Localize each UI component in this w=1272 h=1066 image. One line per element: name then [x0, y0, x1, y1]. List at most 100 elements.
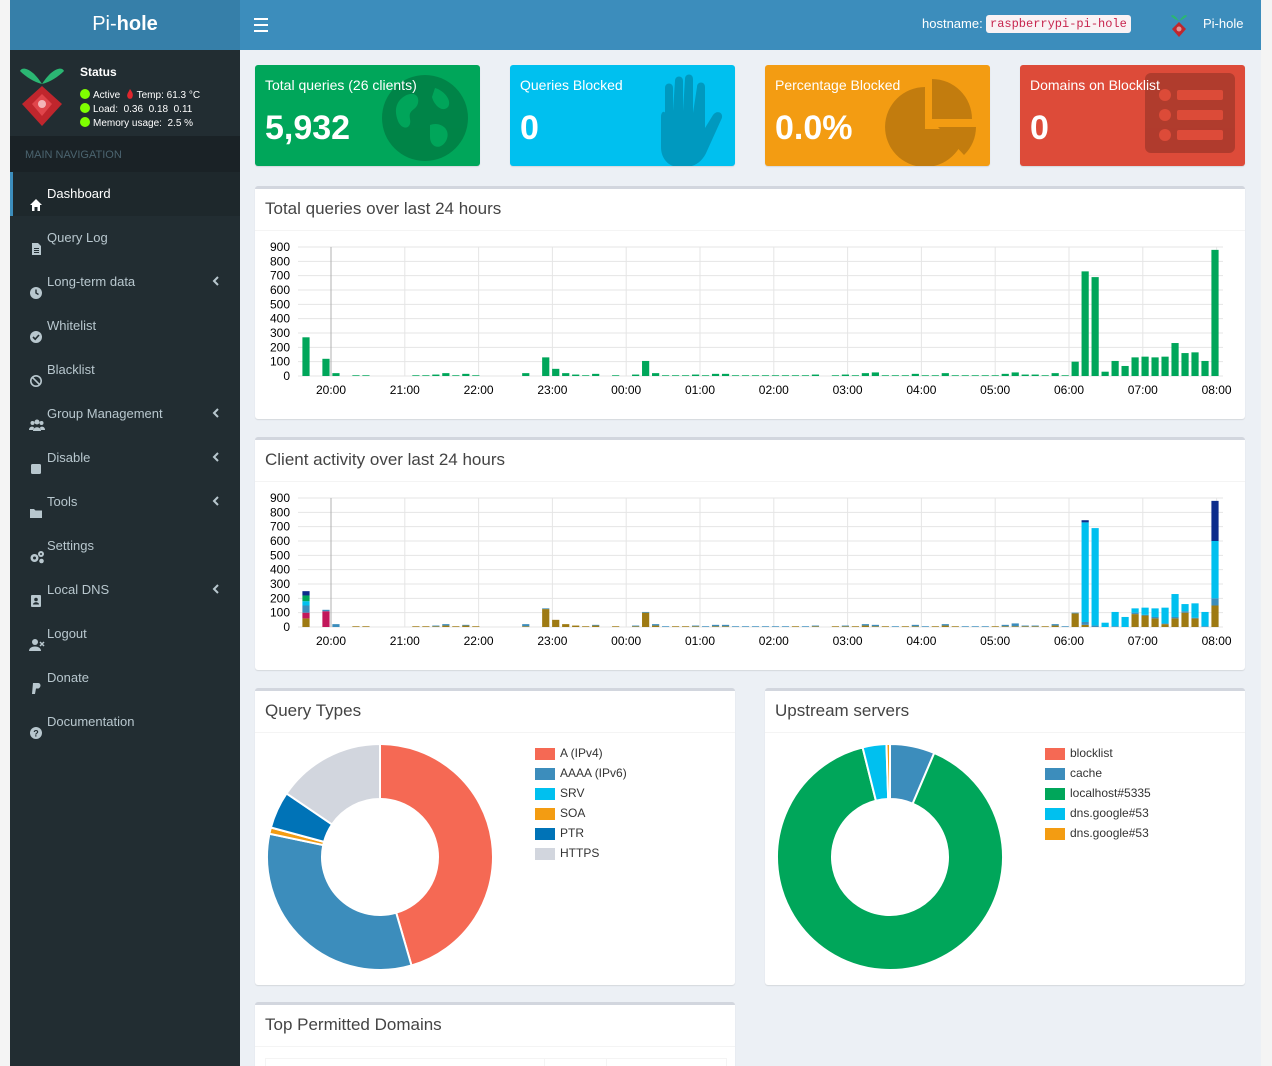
clients-bar[interactable] — [1011, 623, 1019, 627]
clients-bar[interactable] — [811, 625, 820, 627]
queries-bar[interactable] — [1031, 374, 1039, 376]
clients-bar[interactable] — [612, 626, 620, 627]
clients-bar[interactable] — [921, 626, 929, 627]
sidebar-item-local-dns[interactable]: Local DNS — [10, 568, 240, 612]
clients-bar[interactable] — [831, 626, 840, 627]
clients-bar[interactable] — [302, 601, 310, 606]
queries-bar[interactable] — [921, 375, 929, 376]
queries-bar[interactable] — [522, 373, 530, 376]
clients-bar[interactable] — [1041, 626, 1049, 627]
clients-bar[interactable] — [1211, 541, 1219, 599]
clients-bar[interactable] — [911, 626, 919, 627]
clients-bar[interactable] — [1051, 625, 1059, 627]
clients-bar[interactable] — [1071, 612, 1079, 614]
clients-bar[interactable] — [941, 624, 949, 626]
queries-bar[interactable] — [1051, 373, 1059, 376]
clients-bar[interactable] — [322, 611, 330, 627]
queries-bar[interactable] — [951, 375, 959, 376]
clients-bar[interactable] — [542, 609, 550, 627]
clients-bar[interactable] — [1081, 520, 1089, 523]
clients-bar[interactable] — [1111, 611, 1119, 627]
queries-bar[interactable] — [911, 373, 919, 376]
user-menu[interactable]: Pi-hole — [1203, 16, 1244, 31]
clients-bar[interactable] — [1201, 626, 1209, 627]
clients-bar[interactable] — [432, 626, 440, 627]
clients-bar[interactable] — [1131, 612, 1139, 615]
clients-bar[interactable] — [1031, 625, 1039, 627]
queries-bar[interactable] — [422, 375, 430, 376]
clients-bar[interactable] — [711, 626, 720, 627]
queries-bar[interactable] — [652, 373, 660, 376]
total-queries-card[interactable]: Total queries (26 clients) 5,932 — [255, 65, 480, 166]
queries-bar[interactable] — [462, 373, 470, 376]
query-types-slice[interactable] — [285, 742, 381, 826]
clients-bar[interactable] — [302, 595, 310, 602]
queries-bar[interactable] — [861, 373, 869, 376]
clients-bar[interactable] — [422, 626, 430, 627]
queries-bar[interactable] — [671, 375, 680, 376]
clients-bar[interactable] — [1171, 594, 1179, 617]
clients-bar[interactable] — [1081, 522, 1089, 622]
clients-bar[interactable] — [841, 625, 850, 627]
clients-bar[interactable] — [861, 625, 869, 627]
queries-bar[interactable] — [562, 373, 570, 376]
clients-bar[interactable] — [1021, 625, 1029, 627]
clients-bar[interactable] — [861, 624, 869, 626]
queries-bar[interactable] — [901, 375, 909, 376]
clients-bar[interactable] — [1141, 607, 1149, 615]
clients-bar[interactable] — [652, 625, 660, 627]
queries-bar[interactable] — [691, 374, 700, 376]
clients-bar[interactable] — [991, 626, 999, 627]
sidebar-item-donate[interactable]: Donate — [10, 656, 240, 700]
clients-bar[interactable] — [791, 626, 800, 627]
queries-bar[interactable] — [971, 375, 979, 376]
queries-bar[interactable] — [751, 375, 760, 376]
queries-bar[interactable] — [1061, 375, 1069, 376]
queries-bar[interactable] — [771, 375, 780, 376]
clients-bar[interactable] — [931, 626, 939, 627]
queries-bar[interactable] — [322, 358, 330, 376]
clients-bar[interactable] — [771, 626, 780, 627]
clients-bar[interactable] — [911, 624, 919, 627]
clients-bar[interactable] — [1181, 604, 1189, 612]
queries-bar[interactable] — [302, 337, 310, 376]
query-types-slice[interactable] — [266, 832, 413, 971]
clients-bar[interactable] — [1111, 626, 1119, 627]
clients-bar[interactable] — [1171, 618, 1179, 627]
clients-bar[interactable] — [1161, 624, 1169, 627]
queries-bar[interactable] — [1041, 375, 1049, 376]
queries-bar[interactable] — [1071, 361, 1079, 376]
queries-bar[interactable] — [871, 372, 879, 376]
clients-bar[interactable] — [1161, 607, 1169, 624]
clients-bar[interactable] — [1071, 613, 1079, 627]
clients-bar[interactable] — [1151, 618, 1159, 627]
clients-bar[interactable] — [1091, 528, 1099, 626]
sidebar-item-documentation[interactable]: ? Documentation — [10, 700, 240, 744]
clients-bar[interactable] — [412, 626, 420, 627]
queries-bar[interactable] — [1091, 277, 1099, 376]
clients-bar[interactable] — [961, 626, 969, 627]
clients-bar[interactable] — [721, 626, 730, 627]
queries-bar[interactable] — [552, 368, 560, 376]
clients-bar[interactable] — [751, 626, 760, 627]
queries-bar[interactable] — [801, 375, 810, 376]
sidebar-item-query-log[interactable]: Query Log — [10, 216, 240, 260]
clients-bar[interactable] — [1121, 616, 1129, 627]
queries-bar[interactable] — [701, 375, 710, 376]
queries-bar[interactable] — [632, 374, 640, 376]
queries-bar[interactable] — [781, 375, 790, 376]
sidebar-item-group-management[interactable]: Group Management — [10, 392, 240, 436]
domains-on-blocklist-card[interactable]: Domains on Blocklist 0 — [1020, 65, 1245, 166]
queries-bar[interactable] — [582, 375, 590, 376]
clients-bar[interactable] — [671, 626, 680, 627]
clients-bar[interactable] — [871, 624, 879, 627]
clients-bar[interactable] — [701, 626, 710, 627]
clients-bar[interactable] — [582, 626, 590, 627]
clients-bar[interactable] — [452, 626, 460, 627]
queries-bar[interactable] — [891, 375, 899, 376]
queries-bar[interactable] — [362, 375, 370, 376]
clients-bar[interactable] — [662, 626, 670, 627]
queries-bar[interactable] — [851, 375, 859, 376]
clients-bar[interactable] — [1181, 612, 1189, 627]
clients-bar[interactable] — [472, 626, 480, 627]
